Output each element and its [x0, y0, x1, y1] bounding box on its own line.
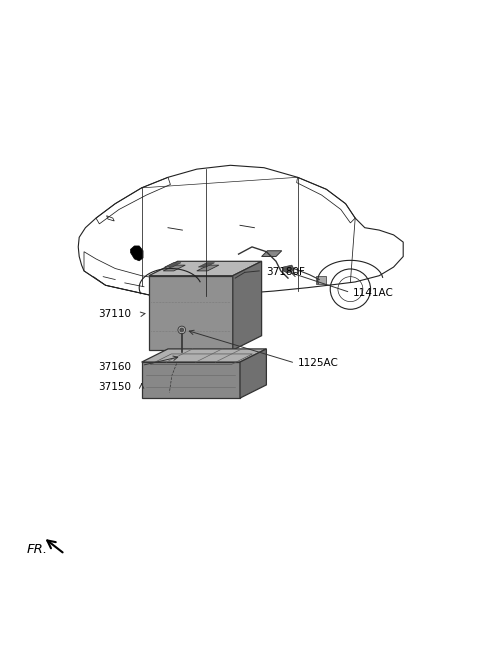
- Bar: [316, 276, 326, 284]
- Text: 1125AC: 1125AC: [298, 358, 338, 368]
- Polygon shape: [142, 349, 266, 362]
- Polygon shape: [167, 351, 201, 366]
- Polygon shape: [131, 246, 143, 261]
- Polygon shape: [233, 261, 262, 350]
- Polygon shape: [198, 263, 215, 267]
- Polygon shape: [283, 265, 294, 273]
- Polygon shape: [165, 263, 181, 267]
- Text: 1141AC: 1141AC: [353, 288, 394, 298]
- Polygon shape: [197, 265, 219, 271]
- Polygon shape: [149, 276, 233, 350]
- Polygon shape: [240, 349, 266, 398]
- Polygon shape: [163, 265, 185, 271]
- Polygon shape: [262, 251, 282, 256]
- Polygon shape: [149, 261, 262, 276]
- Circle shape: [178, 326, 186, 334]
- Text: 37110: 37110: [98, 309, 132, 319]
- Polygon shape: [142, 362, 240, 398]
- Text: 37180F: 37180F: [266, 267, 305, 277]
- Text: 37150: 37150: [98, 382, 132, 392]
- Text: FR.: FR.: [26, 543, 48, 556]
- Circle shape: [180, 328, 184, 332]
- Text: 37160: 37160: [98, 362, 132, 372]
